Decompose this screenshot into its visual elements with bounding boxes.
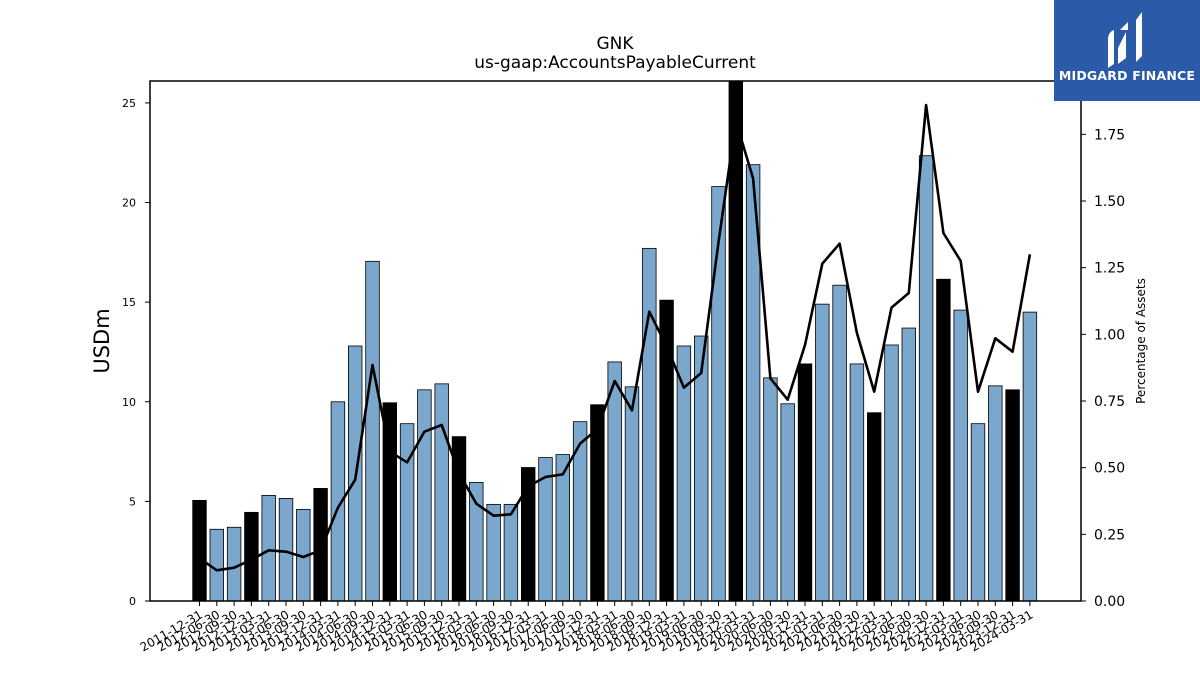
bar-2016-03-31: [469, 482, 484, 602]
bar-2021-09-30: [849, 363, 865, 602]
bar-2021-12-31: [867, 412, 882, 602]
y-tick-label: 15: [122, 296, 136, 309]
y2-tick-label: 1.75: [1094, 127, 1125, 143]
y-tick-label: 10: [122, 396, 136, 409]
bar-2018-09-30: [642, 247, 657, 602]
y2-tick-label: 1.50: [1094, 194, 1125, 210]
y2-axis-label: Percentage of Assets: [1134, 278, 1148, 404]
y-axis-right: 0.00 0.25 0.50 0.75 1.00 1.25 1.50 1.75: [1081, 127, 1125, 610]
bar-2022-06-30: [901, 327, 917, 602]
bar-2023-09-30: [988, 385, 1003, 602]
y2-tick-label: 0.75: [1094, 394, 1125, 410]
bar-2015-09-30: [434, 383, 449, 602]
bar-2021-03-31: [815, 303, 830, 602]
line-layer: [198, 103, 1032, 572]
y2-tick-label: 1.25: [1094, 261, 1125, 277]
bar-2023-03-31: [953, 309, 968, 602]
bar-2022-12-31: [936, 278, 951, 602]
bar-2016-09-30: [503, 503, 519, 602]
bar-2013-12-31: [313, 488, 328, 602]
x-axis: 2011-12-312012-06-302012-09-302012-12-31…: [138, 601, 1035, 654]
bar-2020-06-30: [763, 377, 778, 602]
y-axis-label: USDm: [90, 308, 114, 373]
plot-frame: [149, 80, 1082, 602]
y2-tick-label: 0.25: [1094, 527, 1125, 543]
chart-subtitle: us-gaap:AccountsPayableCurrent: [474, 53, 756, 73]
bar-2014-09-30: [365, 260, 380, 602]
y2-tick-label: 0.00: [1094, 594, 1125, 610]
bar-2012-06-30: [209, 528, 225, 602]
bar-2021-06-30: [832, 284, 847, 602]
bars: [192, 80, 1038, 602]
bar-2016-06-30: [486, 503, 501, 602]
logo-text: MIDGARD FINANCE: [1058, 68, 1196, 83]
bar-2022-03-31: [884, 344, 899, 602]
y-tick-label: 0: [129, 595, 136, 608]
bar-2023-06-30: [970, 423, 986, 602]
bar-2023-12-31: [1005, 389, 1020, 602]
bar-2011-12-31: [192, 499, 207, 602]
bar-2015-06-30: [417, 389, 432, 602]
y-tick-label: 20: [122, 197, 136, 210]
midgard-finance-logo: MIDGARD FINANCE: [1054, 0, 1200, 101]
bar-2015-03-31: [399, 423, 415, 602]
bar-2013-03-31: [261, 495, 276, 602]
y-tick-label: 5: [129, 495, 136, 508]
bar-2017-06-30: [555, 454, 571, 602]
y2-tick-label: 0.50: [1094, 461, 1125, 477]
bar-2017-09-30: [572, 421, 588, 602]
bar-2022-09-30: [918, 155, 934, 602]
bar-2020-09-30: [780, 403, 795, 602]
midgard-logo-icon: [1108, 12, 1142, 68]
chart-title: GNK: [596, 34, 634, 54]
y-tick-label: 25: [122, 97, 136, 110]
bar-2018-06-30: [624, 386, 640, 602]
bar-2024-03-31: [1022, 311, 1038, 602]
y-axis-left: 0 5 10 15 20 25: [122, 97, 150, 608]
y2-tick-label: 1.00: [1094, 327, 1125, 343]
bar-2013-06-30: [278, 497, 294, 602]
bar-2020-12-31: [797, 363, 813, 602]
series-line-percentage-of-assets: [198, 103, 1032, 572]
